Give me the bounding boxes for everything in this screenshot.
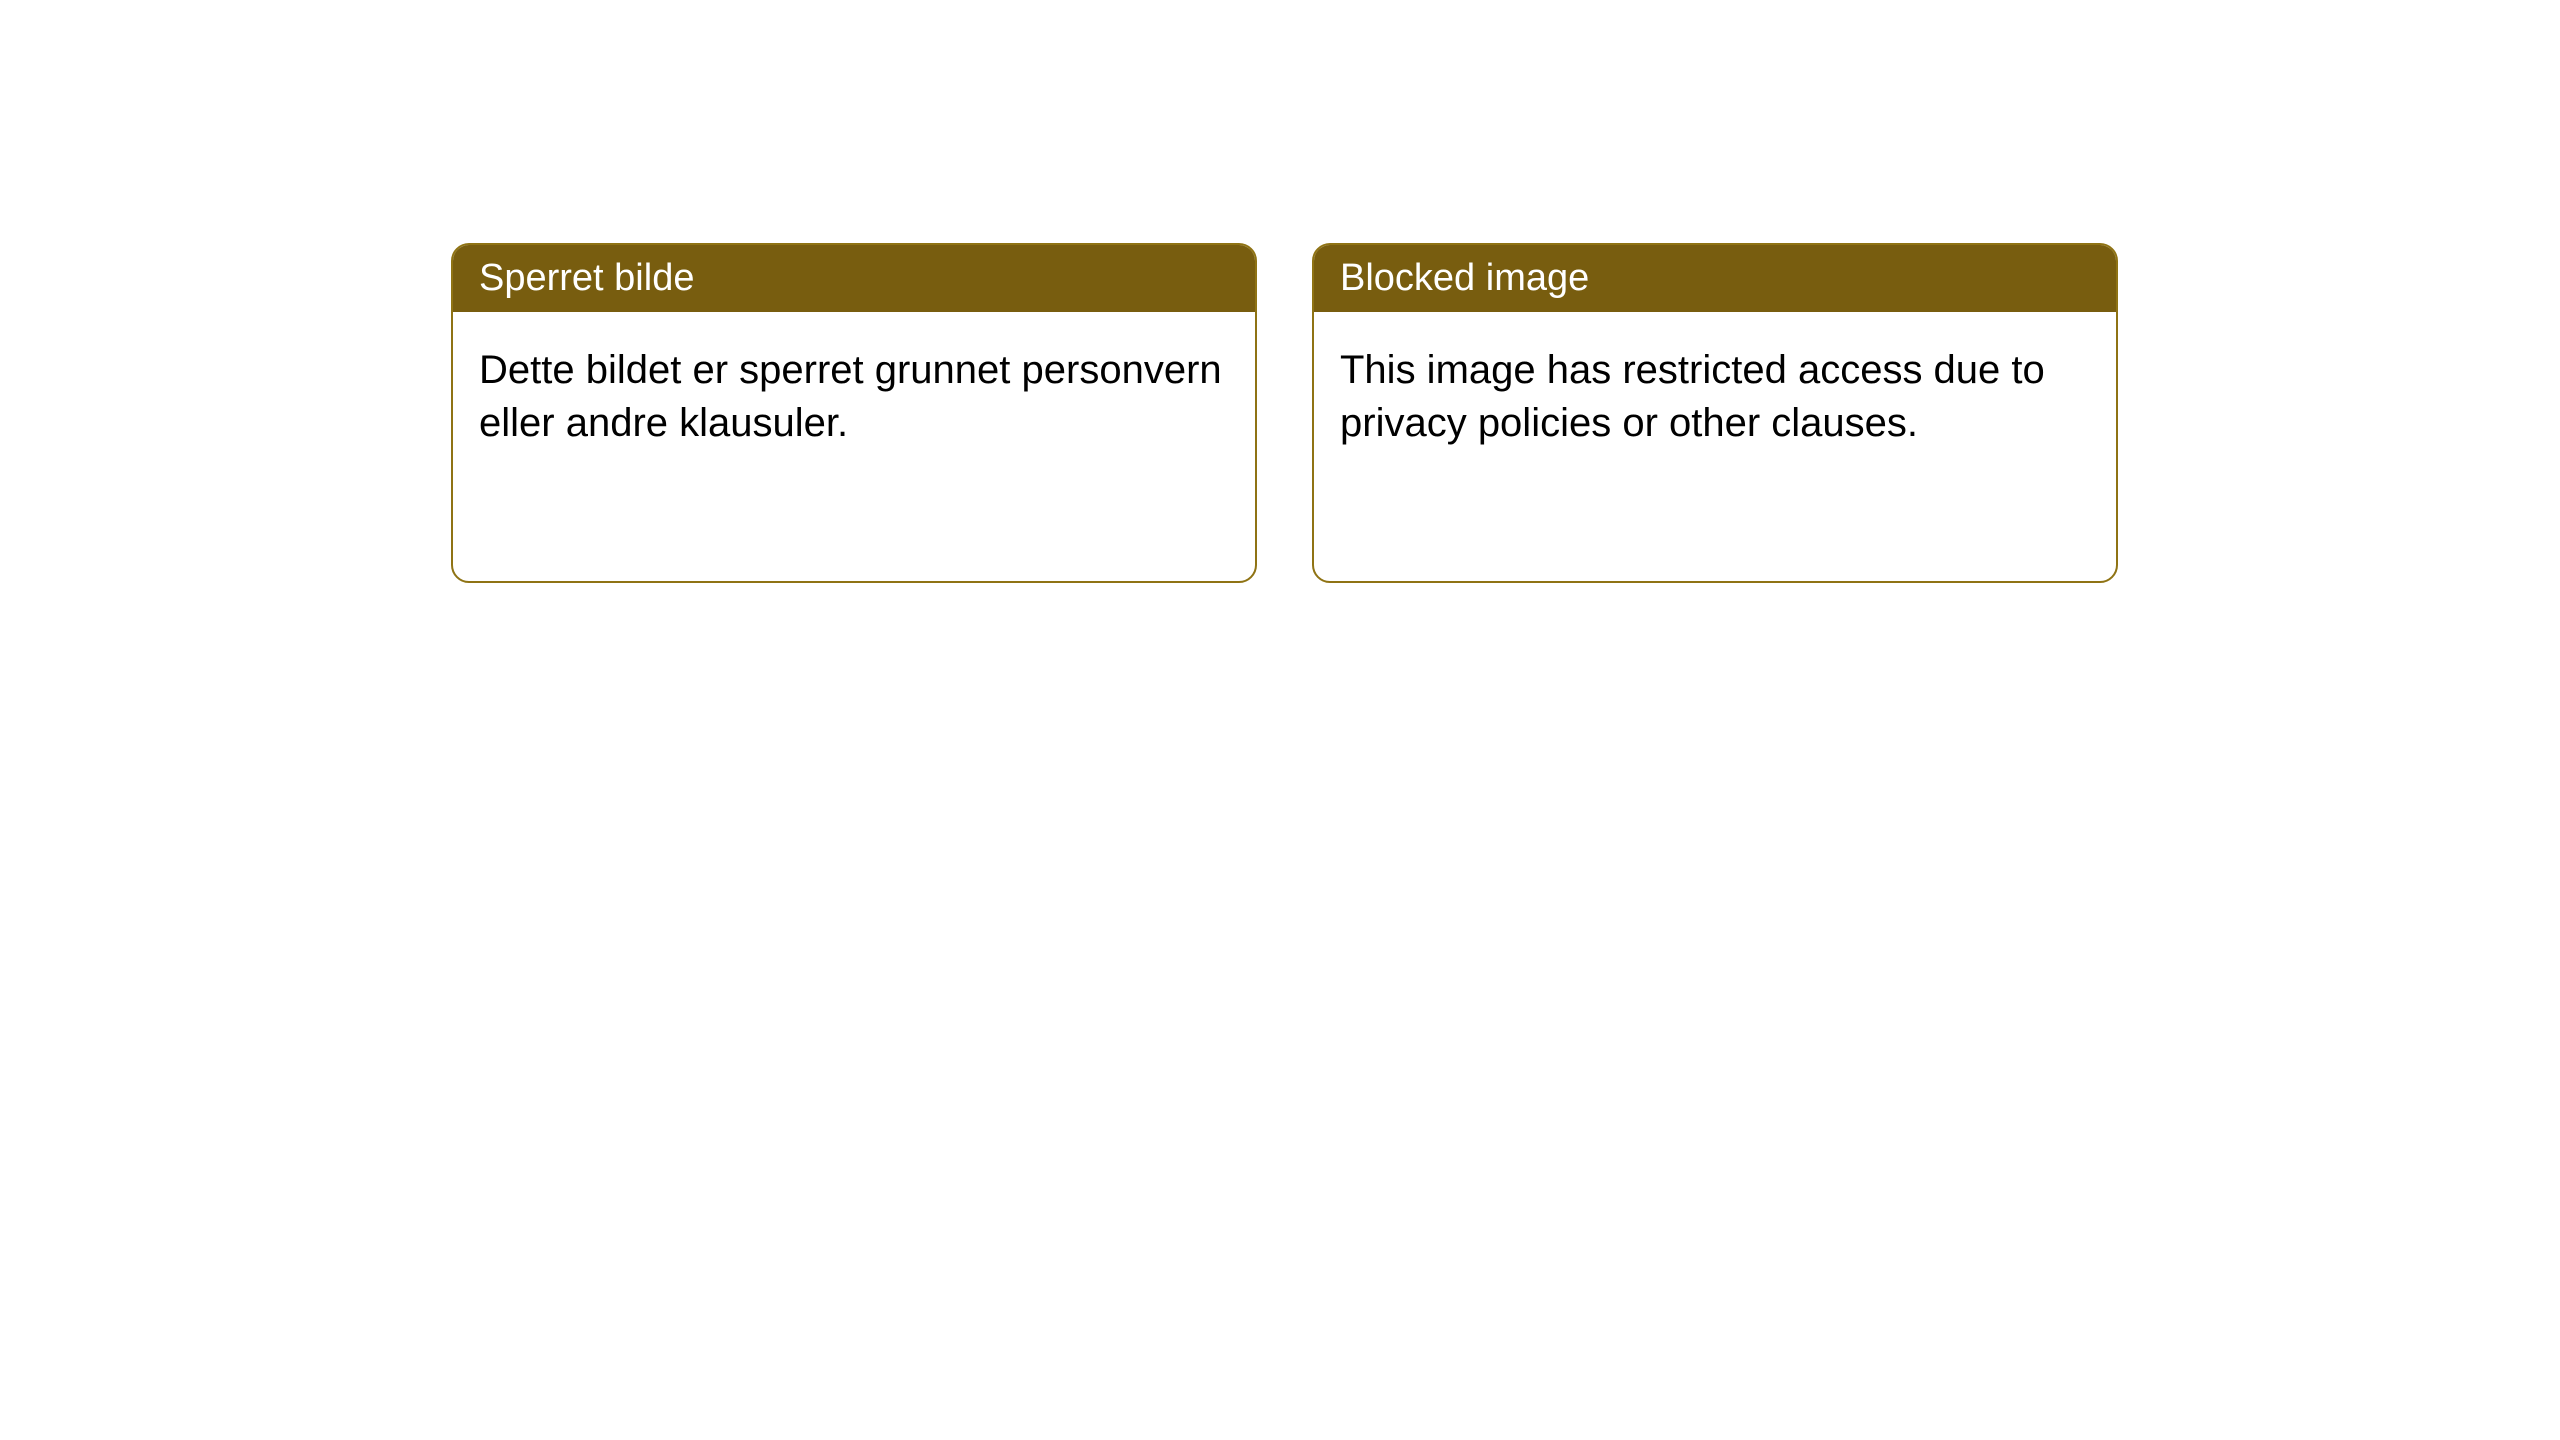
card-title: Blocked image <box>1340 257 1589 299</box>
notice-card-en: Blocked image This image has restricted … <box>1312 243 2118 583</box>
card-body: This image has restricted access due to … <box>1314 312 2116 482</box>
card-header: Sperret bilde <box>453 245 1255 312</box>
card-body: Dette bildet er sperret grunnet personve… <box>453 312 1255 482</box>
notice-card-no: Sperret bilde Dette bildet er sperret gr… <box>451 243 1257 583</box>
cards-container: Sperret bilde Dette bildet er sperret gr… <box>451 243 2118 583</box>
card-body-text: This image has restricted access due to … <box>1340 348 2045 445</box>
card-header: Blocked image <box>1314 245 2116 312</box>
card-title: Sperret bilde <box>479 257 694 299</box>
card-body-text: Dette bildet er sperret grunnet personve… <box>479 348 1222 445</box>
